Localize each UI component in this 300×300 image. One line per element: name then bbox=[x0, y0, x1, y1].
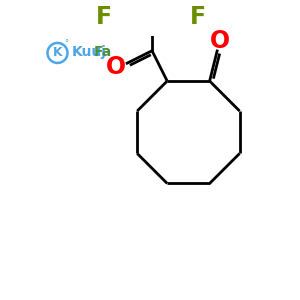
Text: °: ° bbox=[65, 39, 69, 48]
Text: Fa: Fa bbox=[94, 45, 112, 59]
Text: O: O bbox=[210, 29, 230, 53]
Text: K: K bbox=[53, 46, 62, 59]
Text: Kuuj: Kuuj bbox=[72, 45, 107, 59]
Text: F: F bbox=[95, 5, 112, 29]
Text: O: O bbox=[106, 55, 126, 79]
Text: F: F bbox=[189, 5, 206, 29]
